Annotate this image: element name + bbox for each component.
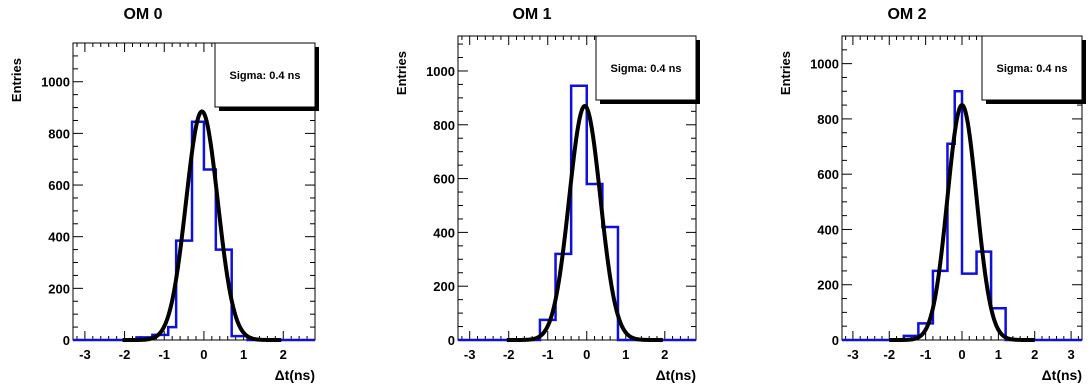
x-tick-label: 2	[661, 347, 668, 362]
x-tick-label: -3	[464, 347, 476, 362]
y-tick-label: 200	[817, 278, 839, 293]
histogram-series	[842, 90, 1082, 342]
y-tick-label: 600	[48, 178, 70, 193]
x-tick-label: -2	[883, 347, 895, 362]
chart-panel-2: OM 2 0 200 400 600 800 1000 -3 -2 -1 0 1 2 3 Δt(ns) Ent…	[778, 6, 1086, 383]
x-tick-label: 3	[1067, 347, 1074, 362]
y-tick-label: 400	[817, 222, 839, 237]
x-tick-label: 2	[280, 347, 287, 362]
x-tick-label: 0	[583, 347, 590, 362]
y-axis-label: Entries	[778, 51, 793, 95]
x-tick-label: -1	[542, 347, 554, 362]
x-axis-label: Δt(ns)	[1042, 367, 1082, 383]
chart-panel-0: OM 0 0 200 400 600 800 1000 -3 -2 -1 0 1 2 Δt(ns) Entr…	[9, 6, 319, 383]
chart-title: OM 0	[123, 6, 162, 23]
chart-panel-1: OM 1 0 200 400 600 800 1000 -3 -2 -1 0 1 2 Δt(ns) Entr…	[394, 6, 700, 383]
y-axis-label: Entries	[394, 51, 409, 95]
histogram-series	[458, 84, 696, 342]
chart-title: OM 2	[887, 6, 926, 23]
x-tick-label: 1	[622, 347, 629, 362]
y-tick-label: 1000	[426, 64, 455, 79]
x-tick-label: 0	[200, 347, 207, 362]
stats-box-text: Sigma: 0.4 ns	[611, 63, 682, 75]
histogram-series	[73, 120, 315, 342]
y-tick-label: 800	[433, 118, 455, 133]
plot-frame	[457, 35, 697, 341]
stats-box	[595, 35, 697, 101]
chart-title: OM 1	[512, 6, 551, 23]
stats-box-text: Sigma: 0.4 ns	[230, 70, 301, 82]
gaussian-fit-curve	[121, 109, 283, 342]
gaussian-fit-curve	[505, 103, 665, 342]
x-tick-label: 1	[240, 347, 247, 362]
x-axis-label: Δt(ns)	[656, 367, 696, 383]
x-tick-label: -1	[920, 347, 932, 362]
y-tick-label: 200	[48, 281, 70, 296]
x-tick-label: -3	[79, 347, 91, 362]
y-axis-label: Entries	[9, 58, 24, 102]
stats-box	[214, 42, 316, 108]
y-tick-label: 1000	[810, 57, 839, 72]
y-tick-label: 200	[433, 279, 455, 294]
y-tick-label: 0	[448, 333, 455, 348]
x-tick-label: 2	[1031, 347, 1038, 362]
x-axis-label: Δt(ns)	[275, 367, 315, 383]
gaussian-fit-curve	[888, 103, 1036, 342]
y-tick-label: 400	[48, 230, 70, 245]
y-tick-label: 1000	[41, 75, 70, 90]
y-tick-label: 0	[832, 333, 839, 348]
y-tick-label: 400	[433, 225, 455, 240]
y-tick-label: 0	[63, 333, 70, 348]
x-tick-label: -2	[503, 347, 515, 362]
y-tick-label: 600	[817, 167, 839, 182]
x-tick-label: -1	[158, 347, 170, 362]
x-tick-label: -2	[119, 347, 131, 362]
stats-box	[981, 35, 1083, 101]
y-tick-label: 800	[48, 126, 70, 141]
stats-box-text: Sigma: 0.4 ns	[997, 63, 1068, 75]
x-tick-label: 0	[958, 347, 965, 362]
x-tick-label: -3	[847, 347, 859, 362]
x-tick-label: 1	[995, 347, 1002, 362]
y-tick-label: 800	[817, 112, 839, 127]
plot-frame	[72, 42, 316, 341]
y-tick-label: 600	[433, 172, 455, 187]
